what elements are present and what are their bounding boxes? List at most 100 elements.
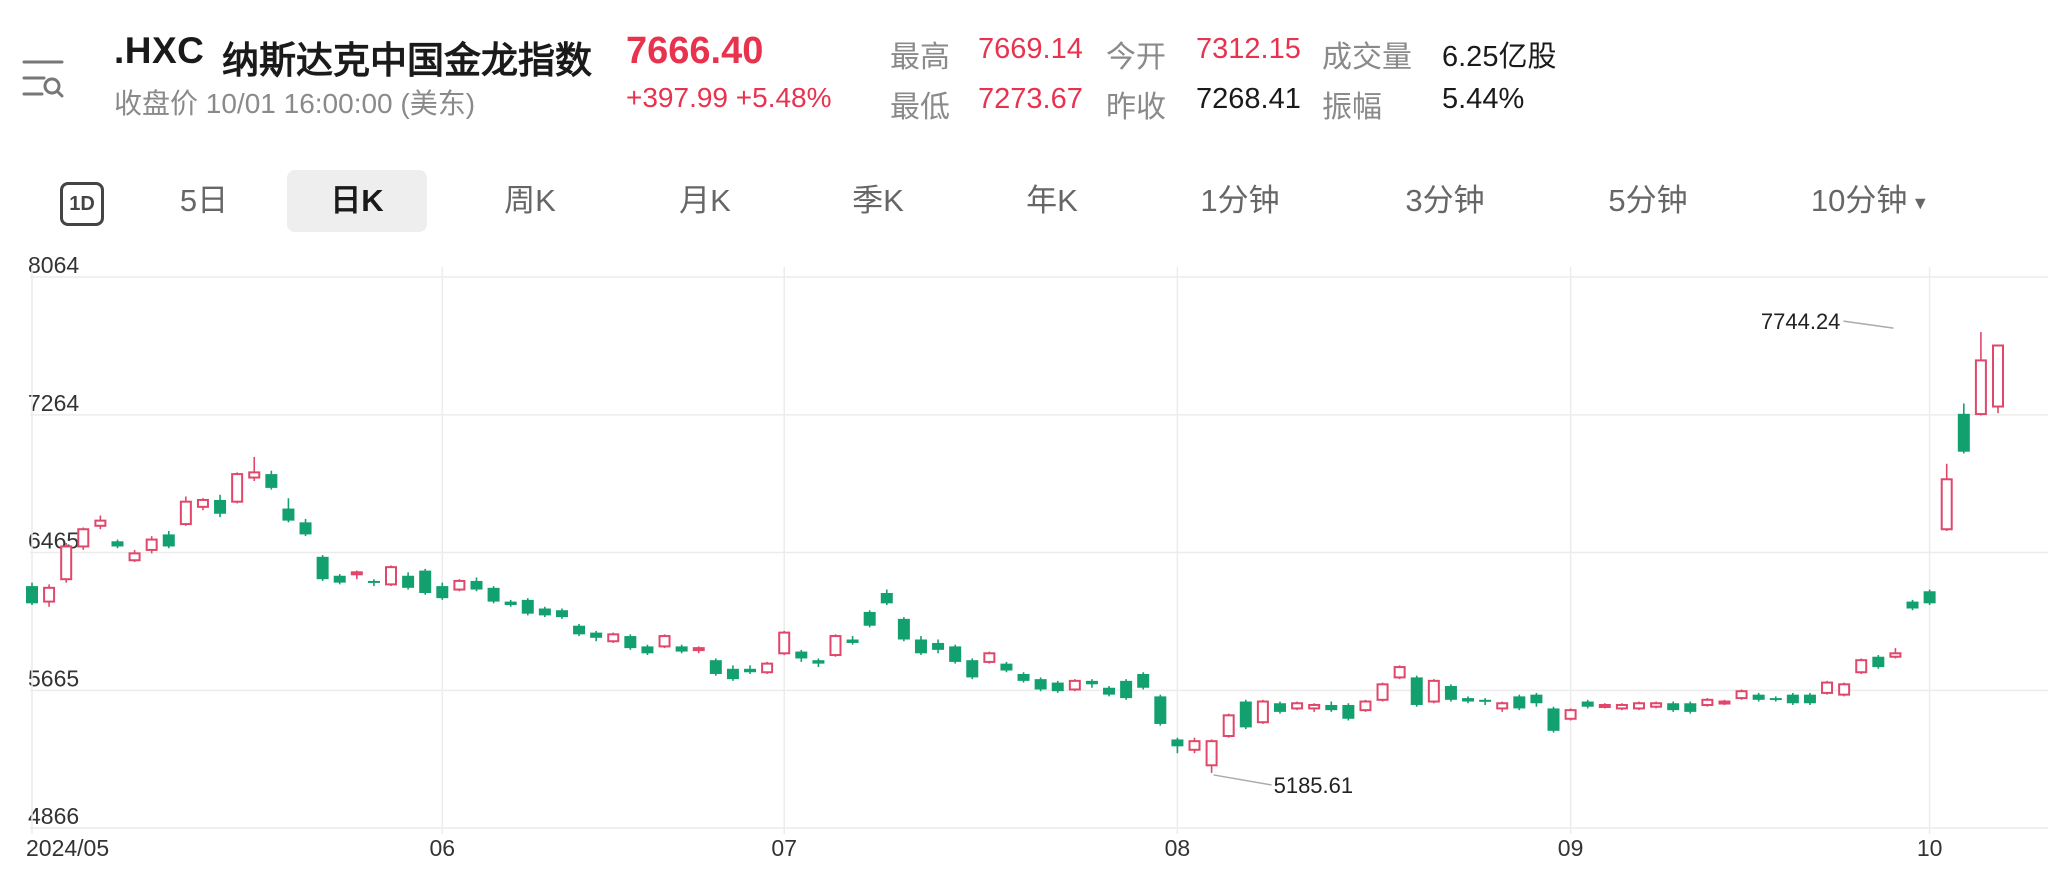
candle-body-down — [1581, 701, 1594, 707]
candle-body-down — [1786, 694, 1799, 704]
candle-body-down — [1239, 701, 1252, 728]
candle-body-up — [179, 500, 192, 526]
candle-body-down — [1444, 686, 1457, 700]
volume-label: 成交量 — [1322, 41, 1412, 74]
candle-body-up — [658, 635, 671, 648]
candle-body-up — [1632, 702, 1645, 710]
candle-body-down — [863, 611, 876, 626]
candle-body-down — [795, 651, 808, 659]
candle-body-down — [1803, 694, 1816, 704]
tab-5-minute[interactable]: 5分钟 — [1608, 183, 1688, 218]
candle-body-down — [641, 646, 654, 654]
prev-close-label: 昨收 — [1106, 91, 1166, 124]
candle-body-down — [333, 575, 346, 583]
open-label: 今开 — [1106, 41, 1166, 74]
candle-body-up — [453, 579, 466, 591]
candle-body-up — [692, 647, 705, 652]
candle-body-down — [299, 522, 312, 535]
candle-body-down — [1017, 673, 1030, 681]
candle-body-down — [1547, 708, 1560, 731]
prev-close-value: 7268.41 — [1196, 83, 1301, 115]
candle-body-down — [1462, 698, 1475, 702]
candle-body-down — [1051, 682, 1064, 692]
candle-body-up — [1222, 714, 1235, 737]
candle-body-down — [726, 668, 739, 680]
candle-body-up — [1718, 700, 1731, 705]
candle-body-down — [1906, 601, 1919, 609]
candle-body-down — [1872, 656, 1885, 668]
candle-body-down — [487, 587, 500, 602]
candle-body-up — [1855, 659, 1868, 674]
candle-body-up — [829, 635, 842, 657]
tab-3-minute[interactable]: 3分钟 — [1405, 183, 1485, 218]
candle-body-up — [1427, 679, 1440, 703]
tab-1-minute[interactable]: 1分钟 — [1200, 183, 1280, 218]
candle-body-up — [1838, 683, 1851, 696]
candle-body-down — [932, 642, 945, 650]
candle-body-up — [1615, 703, 1628, 710]
x-tick-label: 07 — [771, 835, 797, 861]
candle-body-up — [94, 519, 107, 527]
candle-body-down — [436, 586, 449, 599]
candle-body-down — [709, 660, 722, 674]
candle-body-down — [1325, 704, 1338, 711]
candle-body-up — [1376, 683, 1389, 701]
timeframe-1d-icon[interactable]: 1D — [60, 182, 104, 226]
candle-body-down — [470, 580, 483, 590]
x-tick-label: 06 — [429, 835, 455, 861]
candle-body-down — [949, 646, 962, 662]
candle-body-up — [1496, 702, 1509, 710]
candle-body-down — [624, 636, 637, 649]
candle-body-down — [1923, 591, 1936, 604]
low-label: 最低 — [890, 91, 950, 124]
candle-body-up — [248, 471, 261, 479]
tab-5-day[interactable]: 5日 — [179, 183, 229, 218]
candle-body-up — [1598, 703, 1611, 708]
candle-body-down — [367, 580, 380, 583]
tab-quarterly-k[interactable]: 季K — [852, 183, 904, 218]
tab-daily-k[interactable]: 日K — [287, 170, 427, 232]
candle-body-up — [1564, 709, 1577, 720]
candle-body-down — [1120, 680, 1133, 699]
open-value: 7312.15 — [1196, 33, 1301, 65]
candle-body-up — [1821, 681, 1834, 694]
candle-body-down — [1752, 694, 1765, 700]
candle-body-up — [196, 498, 209, 508]
candle-body-up — [350, 571, 363, 576]
candle-body-down — [1410, 677, 1423, 705]
candle-body-up — [1205, 740, 1218, 767]
price-change: +397.99 +5.48% — [626, 82, 832, 113]
tab-10-minute-dropdown[interactable]: 10分钟 ▼ — [1800, 170, 1940, 232]
candle-body-up — [1940, 478, 1953, 531]
amplitude-label: 振幅 — [1322, 91, 1382, 124]
tab-weekly-k[interactable]: 周K — [504, 183, 556, 218]
candle-body-down — [1667, 703, 1680, 711]
candle-body-up — [145, 538, 158, 551]
candle-body-down — [1273, 703, 1286, 712]
candle-body-up — [1308, 703, 1321, 710]
candle-body-down — [265, 474, 278, 488]
index-symbol: .HXC — [114, 30, 205, 71]
candle-body-up — [1393, 666, 1406, 679]
candle-body-down — [573, 625, 586, 635]
candle-body-up — [1974, 359, 1987, 416]
x-tick-label: 10 — [1917, 835, 1943, 861]
tab-monthly-k[interactable]: 月K — [679, 183, 731, 218]
candle-body-up — [385, 566, 398, 586]
candle-body-down — [1513, 696, 1526, 709]
x-tick-label: 08 — [1165, 835, 1191, 861]
caret-down-icon: ▼ — [1911, 192, 1930, 213]
candle-body-down — [846, 639, 859, 643]
candle-body-down — [1342, 704, 1355, 719]
tab-yearly-k[interactable]: 年K — [1026, 183, 1078, 218]
close-time: 收盘价 10/01 16:00:00 (美东) — [114, 88, 476, 119]
low-annotation: 5185.61 — [1274, 773, 1354, 798]
candle-body-up — [778, 631, 791, 655]
amplitude-value: 5.44% — [1442, 83, 1525, 115]
candle-body-down — [812, 660, 825, 664]
candle-body-down — [214, 499, 227, 514]
high-label: 最高 — [890, 41, 950, 74]
menu-icon[interactable] — [22, 58, 64, 104]
candle-body-down — [590, 632, 603, 638]
